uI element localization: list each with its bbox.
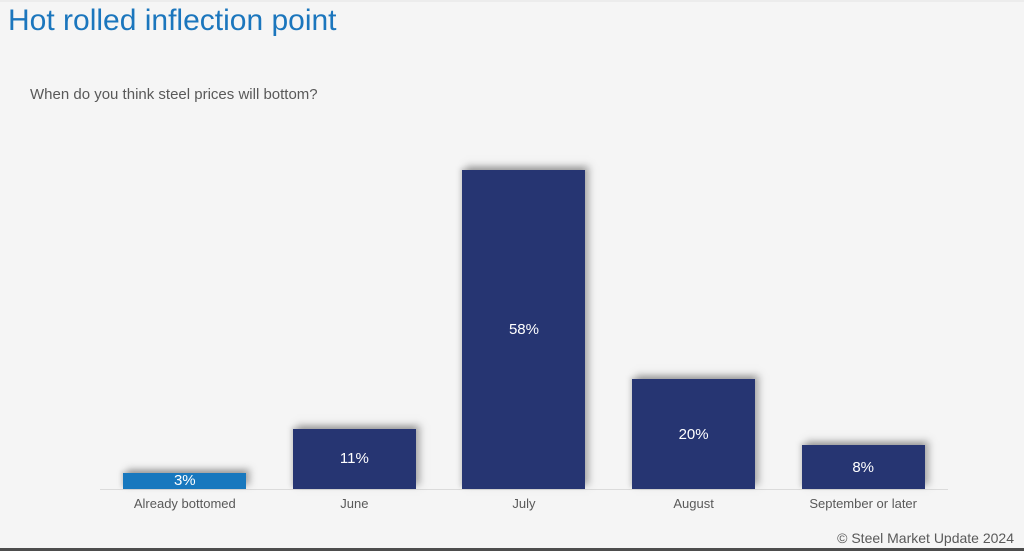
bar-value-label: 58% — [508, 321, 539, 338]
x-axis-label: August — [673, 496, 714, 511]
bar-slot: 3% — [100, 130, 270, 489]
x-axis-label: June — [340, 496, 369, 511]
x-axis-label: September or later — [809, 496, 917, 511]
x-axis-labels: Already bottomed June July August September … — [100, 496, 948, 511]
bar-value-label: 20% — [678, 425, 709, 443]
chart-bar-june: 11% — [292, 428, 416, 489]
chart-bar-already-bottomed: 3% — [123, 472, 247, 490]
bar-value-label: 3% — [173, 472, 196, 490]
bar-chart-plot-area: 3% 11% 58% 20% 8% — [100, 130, 948, 490]
bar-value-label: 8% — [852, 458, 875, 476]
page-title: Hot rolled inflection point — [8, 4, 337, 37]
x-axis-label: Already bottomed — [133, 496, 236, 511]
footer-copyright: © Steel Market Update 2024 — [837, 530, 1014, 546]
chart-bar-july: 58% — [462, 170, 586, 489]
chart-bar-august: 20% — [632, 379, 756, 489]
bar-slot: 20% — [609, 130, 779, 489]
x-axis-label: July — [512, 496, 536, 511]
bar-slot: 11% — [270, 130, 440, 489]
bar-slot: 8% — [778, 130, 948, 489]
chart-question-subtitle: When do you think steel prices will bott… — [30, 86, 318, 103]
bar-slot: 58% — [439, 130, 609, 489]
chart-bar-september-or-later: 8% — [801, 445, 925, 489]
bar-value-label: 11% — [339, 450, 369, 468]
